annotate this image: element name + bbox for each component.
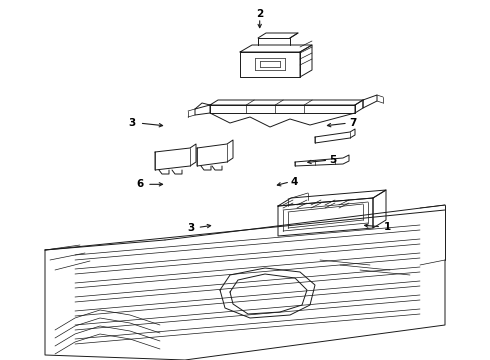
Text: 3: 3: [188, 222, 195, 233]
Text: 7: 7: [349, 118, 357, 128]
Text: 2: 2: [256, 9, 263, 19]
Text: 4: 4: [290, 177, 298, 187]
Text: 5: 5: [330, 155, 337, 165]
Text: 6: 6: [136, 179, 143, 189]
Text: 1: 1: [384, 222, 391, 232]
Text: 3: 3: [129, 118, 136, 128]
